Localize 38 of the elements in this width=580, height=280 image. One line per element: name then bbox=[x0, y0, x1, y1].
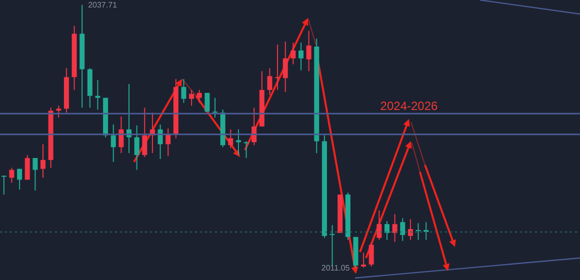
candlestick bbox=[110, 124, 116, 162]
candlestick bbox=[408, 218, 413, 240]
candlestick bbox=[275, 44, 280, 90]
candlestick bbox=[424, 222, 429, 240]
candlestick bbox=[361, 252, 366, 268]
candlestick bbox=[118, 116, 124, 154]
candlestick bbox=[282, 41, 288, 92]
candlestick bbox=[134, 124, 140, 170]
candlestick bbox=[290, 42, 296, 65]
candlestick bbox=[181, 78, 186, 104]
candlestick bbox=[32, 158, 38, 192]
candlestick bbox=[236, 128, 241, 156]
candlestick bbox=[212, 97, 218, 118]
candlestick bbox=[56, 105, 62, 118]
candlestick bbox=[24, 154, 30, 180]
candlestick bbox=[400, 218, 406, 242]
annotation: 2037.71 bbox=[88, 0, 118, 10]
candlestick bbox=[416, 222, 421, 240]
candlestick bbox=[376, 210, 382, 240]
candlestick bbox=[9, 167, 14, 184]
candlestick bbox=[384, 220, 390, 240]
candlestick bbox=[142, 107, 148, 158]
candlestick bbox=[189, 89, 194, 106]
annotation: 2011.05 bbox=[321, 264, 350, 272]
candlestick bbox=[17, 168, 22, 190]
candlestick bbox=[166, 128, 171, 157]
candlestick bbox=[306, 30, 312, 72]
candlestick bbox=[392, 214, 398, 242]
candlestick bbox=[40, 144, 46, 178]
candlestick bbox=[267, 68, 272, 96]
candlestick bbox=[196, 89, 202, 104]
candlestick bbox=[1, 175, 6, 196]
candlestick bbox=[244, 140, 249, 159]
candlestick bbox=[298, 42, 304, 71]
candlestick bbox=[368, 242, 374, 268]
candlestick bbox=[95, 80, 100, 110]
annotation: 2024-2026 bbox=[380, 99, 438, 113]
candlestick bbox=[228, 128, 234, 149]
